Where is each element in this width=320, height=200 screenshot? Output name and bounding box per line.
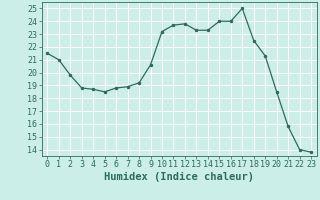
X-axis label: Humidex (Indice chaleur): Humidex (Indice chaleur): [104, 172, 254, 182]
